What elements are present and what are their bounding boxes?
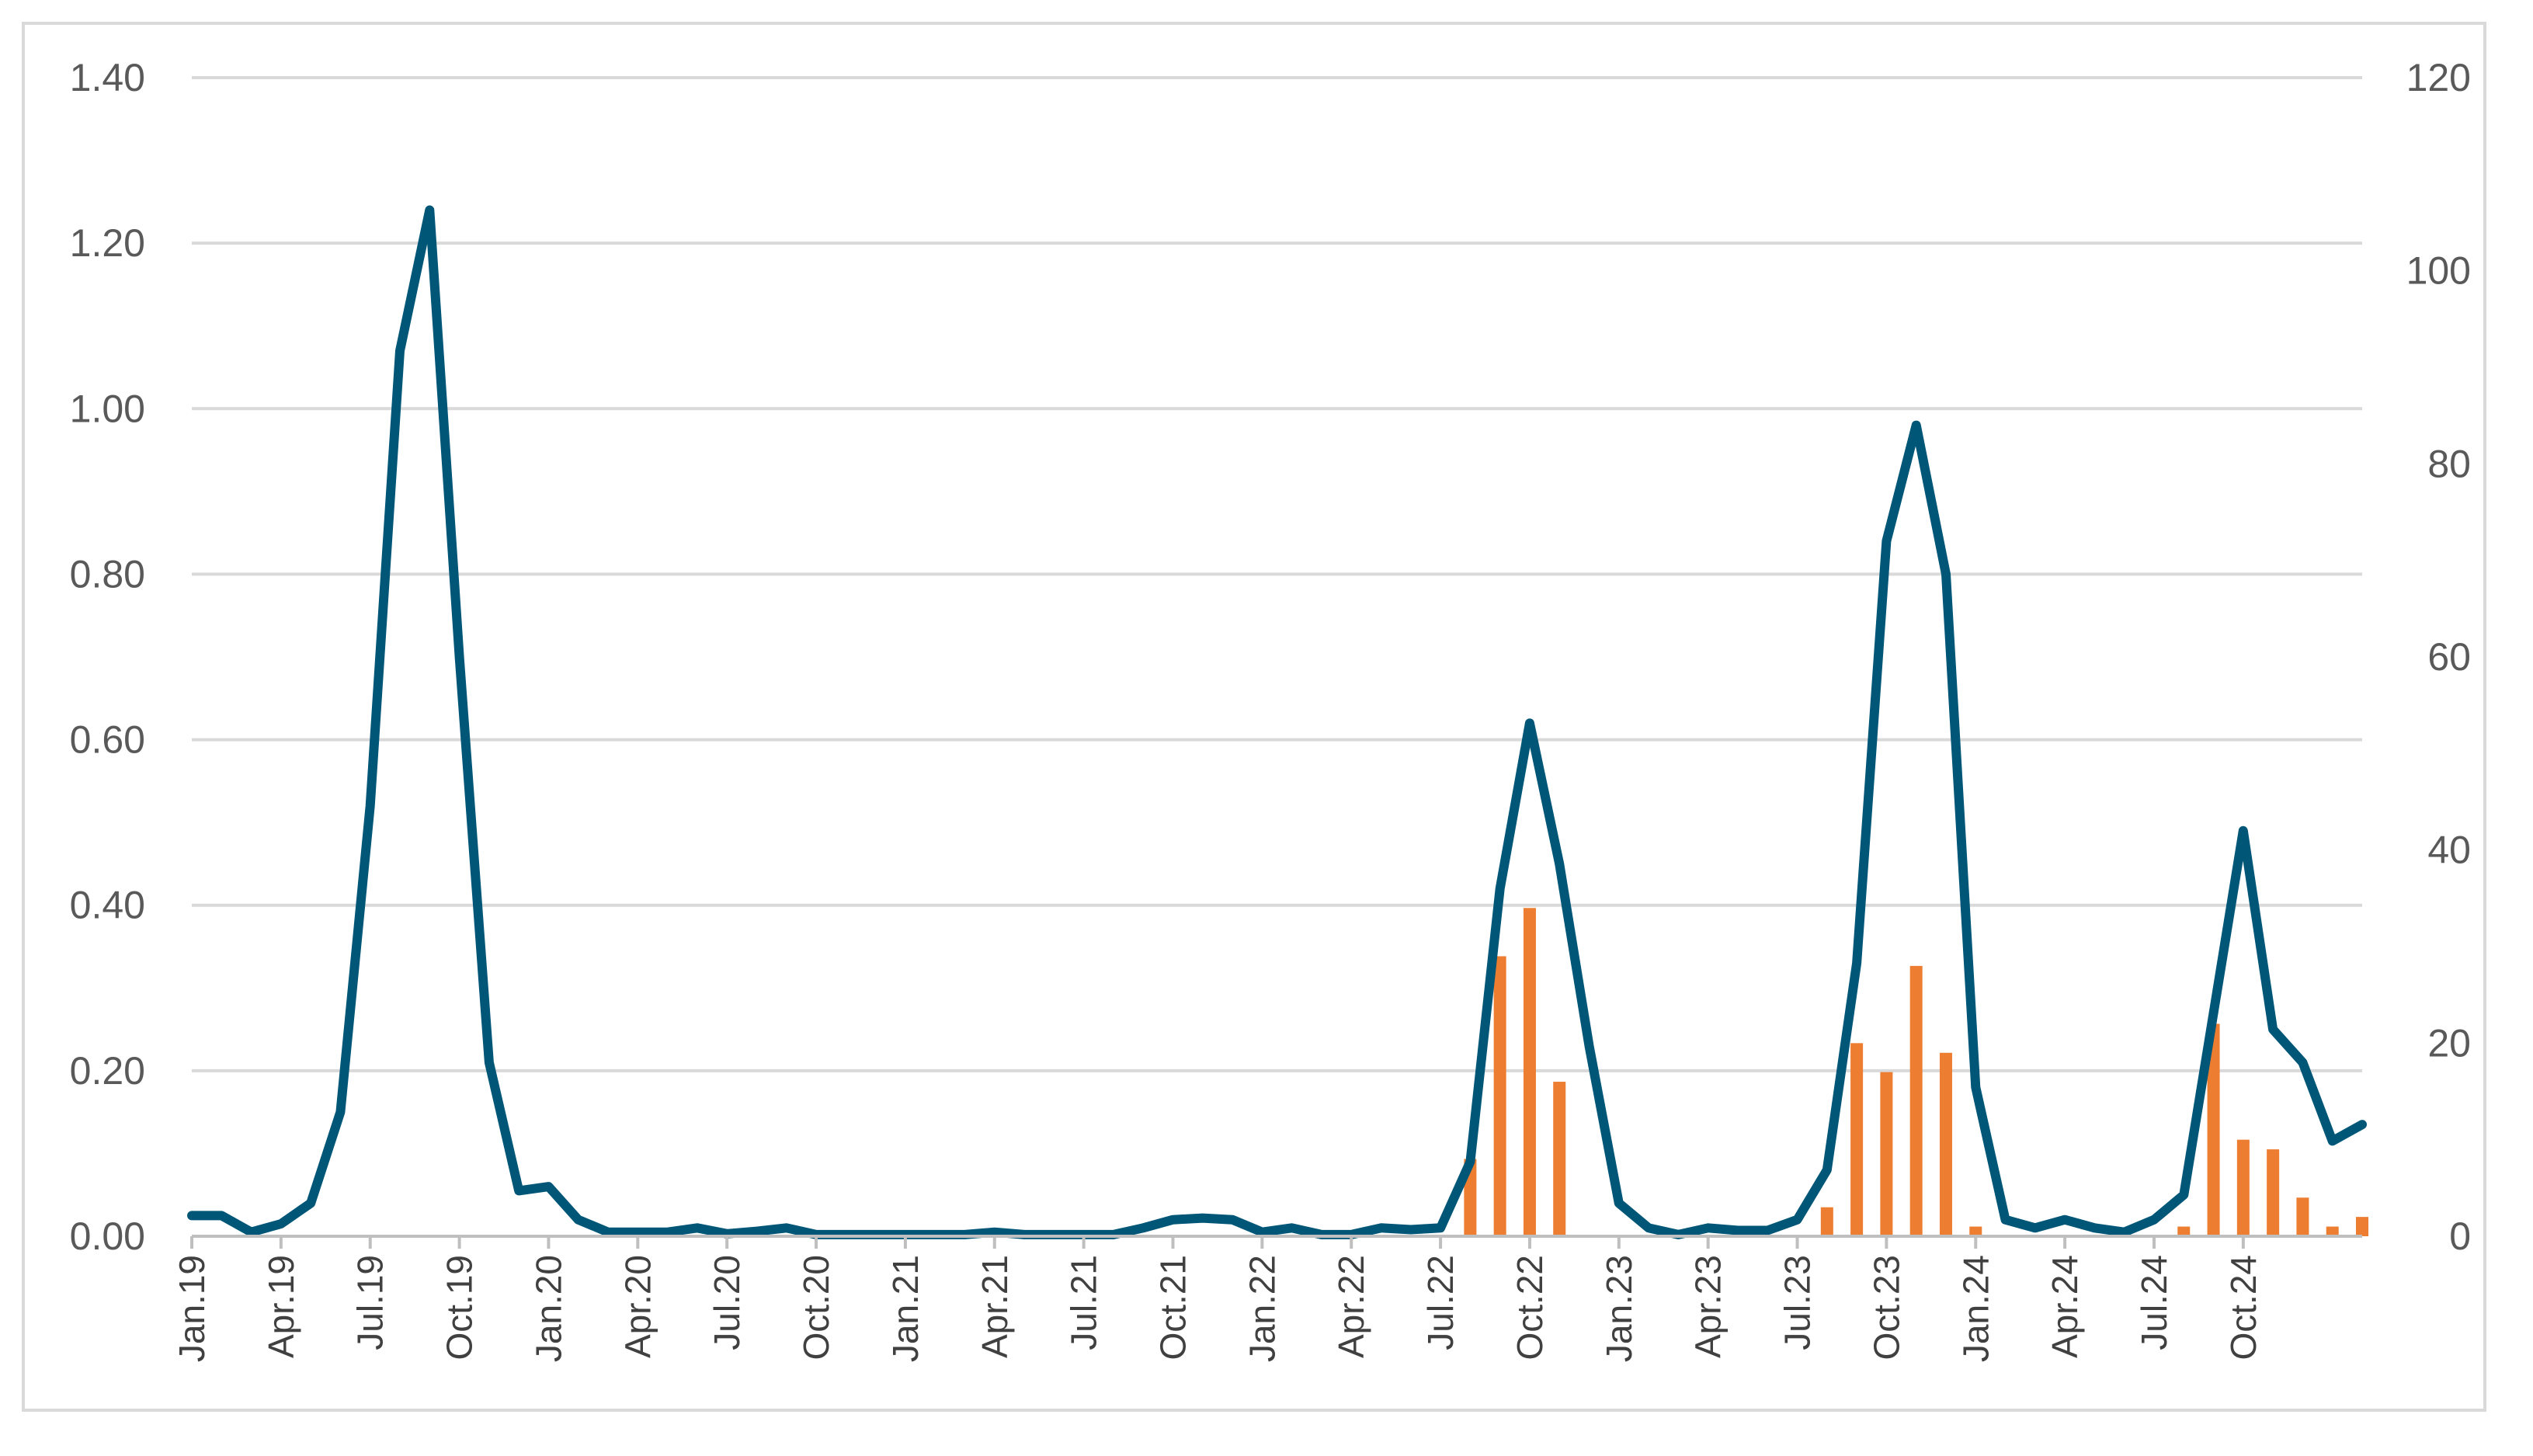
bar: [1909, 965, 1923, 1236]
bar: [2236, 1139, 2250, 1236]
bar: [1493, 956, 1506, 1236]
x-tick-label: Jan.19: [172, 1255, 212, 1362]
x-tick-label: Apr.19: [261, 1255, 301, 1358]
y-right-tick-label: 100: [2406, 249, 2471, 293]
x-tick-label: Jul.22: [1420, 1255, 1461, 1350]
bar: [2177, 1226, 2191, 1236]
y-left-tick-label: 1.40: [70, 56, 145, 99]
x-tick-label: Jan.22: [1242, 1255, 1282, 1362]
x-tick-label: Apr.22: [1331, 1255, 1371, 1358]
x-axis-ticks: Jan.19 Apr.19 Jul.19 Oct.19 Jan.20 Apr.20 Jul.…: [172, 1236, 2264, 1362]
x-tick-label: Jan.21: [885, 1255, 926, 1362]
bar: [1553, 1082, 1566, 1236]
y-right-tick-label: 80: [2427, 442, 2471, 485]
bar: [1880, 1072, 1893, 1236]
x-tick-label: Apr.24: [2045, 1255, 2085, 1358]
bar: [1939, 1052, 1952, 1236]
y-left-tick-label: 1.00: [70, 387, 145, 430]
bar: [1969, 1226, 1982, 1236]
x-tick-label: Jan.23: [1599, 1255, 1639, 1362]
x-tick-label: Apr.21: [975, 1255, 1015, 1358]
x-tick-label: Jul.24: [2134, 1255, 2174, 1350]
y-left-tick-label: 0.40: [70, 884, 145, 927]
y-left-tick-label: 0.20: [70, 1049, 145, 1093]
y-right-tick-label: 0: [2449, 1214, 2471, 1258]
x-tick-label: Jan.20: [528, 1255, 568, 1362]
x-tick-label: Jul.20: [707, 1255, 747, 1350]
y-left-tick-label: 0.00: [70, 1214, 145, 1258]
y-axis-right-ticks: 0 20 40 60 80 100 120: [2406, 56, 2471, 1258]
x-tick-label: Apr.23: [1688, 1255, 1729, 1358]
bar-series: [1464, 908, 2368, 1236]
x-tick-label: Jul.21: [1064, 1255, 1104, 1350]
chart-frame: 0.00 0.20 0.40 0.60 0.80 1.00 1.20 1.40 0 20 40 60…: [22, 22, 2486, 1412]
x-tick-label: Jul.19: [350, 1255, 391, 1350]
bar: [2326, 1226, 2339, 1236]
series-line: [187, 205, 2367, 1239]
y-right-tick-label: 40: [2427, 829, 2471, 872]
line-series: [187, 205, 2367, 1239]
y-left-tick-label: 1.20: [70, 221, 145, 265]
x-tick-label: Apr.20: [617, 1255, 658, 1358]
x-tick-label: Jul.23: [1777, 1255, 1818, 1350]
bar: [2207, 1023, 2220, 1236]
x-tick-label: Oct.20: [796, 1255, 836, 1360]
bar: [1820, 1207, 1833, 1236]
y-right-tick-label: 120: [2406, 56, 2471, 99]
combo-chart: 0.00 0.20 0.40 0.60 0.80 1.00 1.20 1.40 0 20 40 60…: [70, 56, 2471, 1362]
bar: [1523, 908, 1536, 1236]
y-left-tick-label: 0.60: [70, 718, 145, 762]
y-right-tick-label: 60: [2427, 635, 2471, 679]
x-tick-label: Oct.19: [440, 1255, 480, 1360]
x-tick-label: Oct.22: [1510, 1255, 1550, 1360]
x-tick-label: Oct.23: [1866, 1255, 1906, 1360]
gridlines: [192, 76, 2362, 1072]
bar: [2356, 1217, 2368, 1236]
bar: [2267, 1149, 2280, 1236]
x-tick-label: Oct.21: [1152, 1255, 1193, 1360]
y-right-tick-label: 20: [2427, 1021, 2471, 1065]
bar: [1850, 1043, 1864, 1236]
y-axis-left-ticks: 0.00 0.20 0.40 0.60 0.80 1.00 1.20 1.40: [70, 56, 145, 1258]
x-tick-label: Oct.24: [2223, 1255, 2264, 1360]
bar: [2296, 1197, 2309, 1236]
x-tick-label: Jan.24: [1955, 1255, 1996, 1362]
y-left-tick-label: 0.80: [70, 552, 145, 596]
